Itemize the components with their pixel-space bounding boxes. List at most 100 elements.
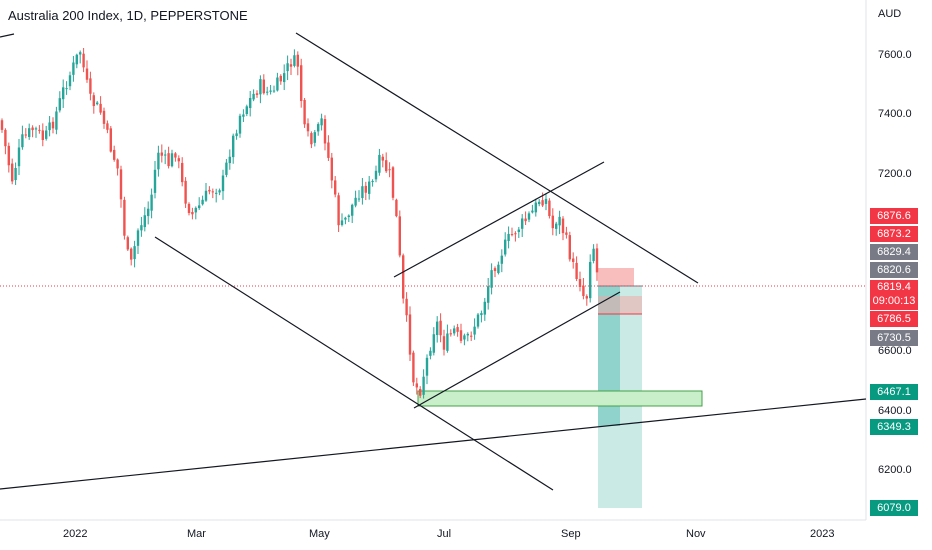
time-tick: 2023 [810,528,835,540]
candle-body [85,68,89,80]
price-tick: 6600.0 [878,345,912,358]
candle-body [572,258,575,262]
candle-body [21,134,24,148]
candle-body [541,200,544,206]
candle-body [269,90,272,92]
stop-zone[interactable] [598,268,634,286]
candle-body [432,334,435,353]
candle-body [266,91,269,93]
candle-body [28,128,31,138]
candle-body [565,232,568,235]
candle-body [402,255,405,299]
candle-body [55,111,58,130]
candle-body [153,169,157,193]
time-tick: Sep [561,528,581,540]
candle-body [102,110,106,124]
candle-body [497,264,500,274]
candle-body [456,327,459,332]
candle-body [65,88,68,90]
stop-zone-secondary[interactable] [598,296,642,314]
candle-body [340,220,344,225]
candle-body [330,157,333,181]
price-axis-panel [866,0,932,520]
candle-body [555,223,558,229]
candle-body [459,330,463,341]
candle-body [215,192,218,194]
candle-body [51,121,55,129]
candle-body [204,190,208,201]
candle-body [313,132,316,143]
candle-body [524,218,527,222]
candle-body [116,159,119,169]
candle-body [24,134,27,136]
support-box[interactable] [417,390,703,407]
price-badge: 6786.5 [870,311,918,327]
candle-body [157,152,160,170]
candle-body [398,216,401,256]
candle-body [106,123,109,130]
candle-body [225,162,228,175]
candle-body [374,170,378,180]
candle-body [436,321,439,336]
candle-body [388,169,391,171]
candle-body [378,154,381,173]
candle-body [337,195,340,226]
candle-body [327,142,330,158]
price-badge: 6349.3 [870,419,918,435]
candle-body [412,352,415,383]
trendline-channel-lower[interactable] [413,291,621,409]
candle-body [300,65,303,102]
candle-body [279,75,282,82]
candle-body [286,63,289,72]
candle-body [517,229,520,233]
candle-body [174,153,177,158]
price-tick: 7600.0 [878,49,912,61]
candle-body [45,130,48,139]
trendline-descending-lower[interactable] [154,236,554,491]
candle-body [531,210,534,213]
trendlines-group [0,32,867,491]
time-tick: 2022 [63,528,88,540]
candle-body [164,154,167,156]
candle-body [136,230,140,246]
candle-body [133,246,136,260]
candle-body [245,106,248,115]
candle-body [504,239,507,255]
candle-body [184,180,187,204]
candle-body [14,168,17,181]
candle-body [126,237,129,250]
candle-body [177,158,180,162]
candle-body [109,128,112,152]
candle-body [425,357,429,376]
candle-body [466,333,469,336]
candle-body [544,198,548,204]
candle-body [419,388,422,396]
time-tick: May [309,528,330,540]
candle-body [507,233,510,241]
candle-body [395,199,398,217]
candle-body [521,218,524,229]
trendline-long-support[interactable] [0,398,867,490]
trendline-topleft[interactable] [0,33,15,38]
candle-body [198,205,201,209]
candle-body [429,350,432,356]
candle-body [381,156,384,161]
candle-body [262,79,265,94]
candle-body [323,119,327,144]
candle-body [221,175,225,192]
candle-body [357,198,361,200]
candle-body [293,55,296,66]
candle-body [306,123,310,132]
candle-body [41,130,44,141]
candle-body [242,114,245,117]
candle-body [238,115,242,134]
candle-body [538,201,541,205]
candle-body [371,180,374,183]
trendline-descending-upper[interactable] [295,32,699,284]
candle-body [232,135,235,158]
trendline-channel-upper[interactable] [393,161,605,278]
candle-body [96,102,99,105]
candle-body [255,93,259,95]
